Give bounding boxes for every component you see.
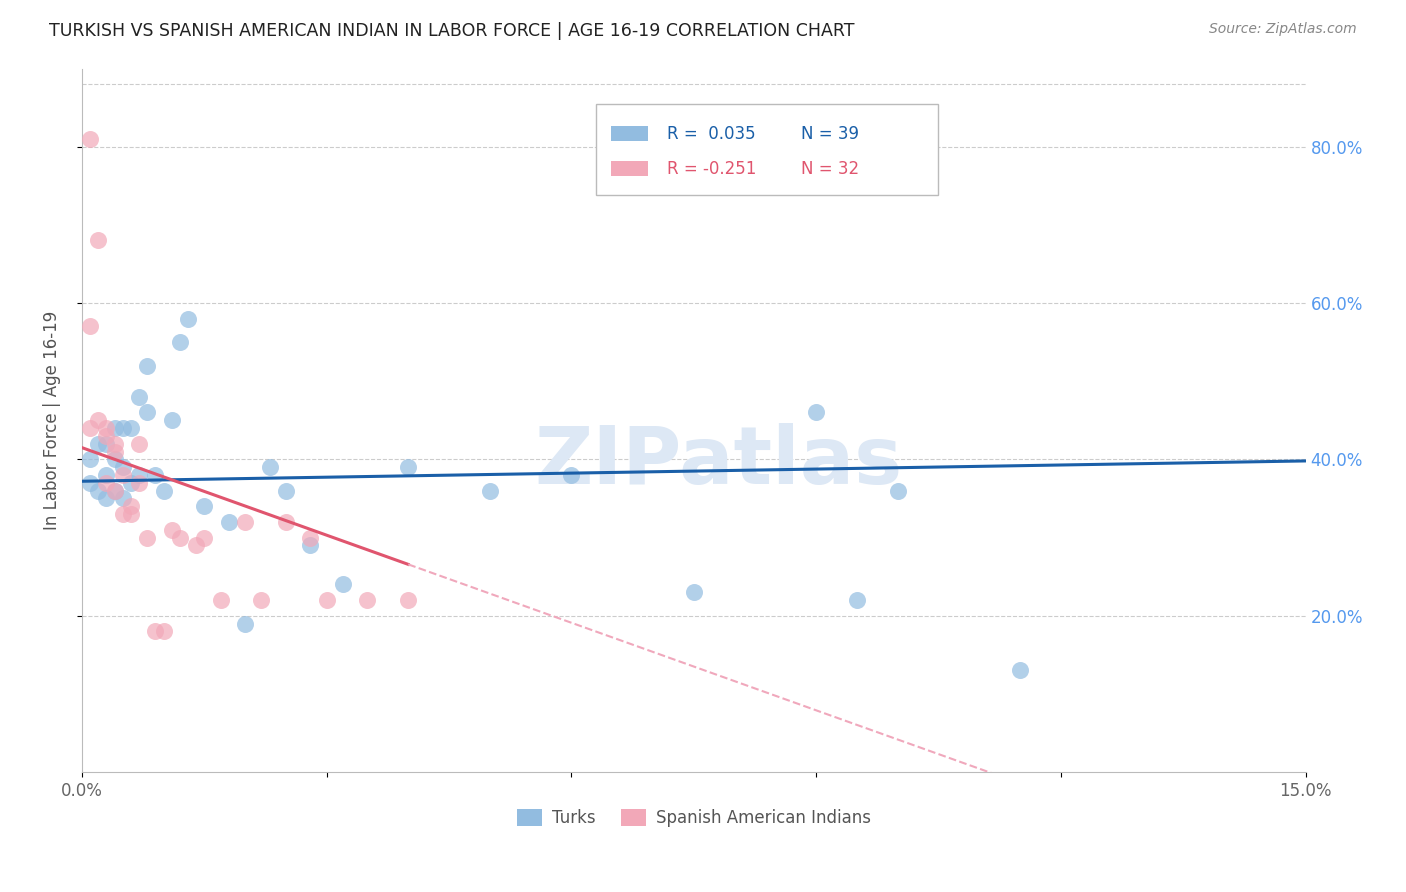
Point (560, 468, 582, 483)
Point (87, 413, 110, 427)
Point (356, 593, 378, 607)
Point (79, 132, 101, 146)
Text: R = -0.251: R = -0.251 (666, 161, 756, 178)
Point (169, 335, 191, 350)
Point (128, 390, 150, 404)
Point (111, 468, 134, 483)
Point (160, 413, 183, 427)
Point (152, 624, 174, 639)
Text: N = 39: N = 39 (801, 125, 859, 143)
Point (250, 593, 273, 607)
Point (274, 515, 297, 529)
Point (103, 483, 125, 498)
Point (233, 616, 256, 631)
Y-axis label: In Labor Force | Age 16-19: In Labor Force | Age 16-19 (44, 310, 60, 530)
Point (218, 515, 240, 529)
Point (87, 234, 110, 248)
Point (160, 523, 183, 537)
Point (259, 460, 281, 475)
Point (96, 421, 118, 435)
Text: Source: ZipAtlas.com: Source: ZipAtlas.com (1209, 22, 1357, 37)
Point (315, 593, 337, 607)
Point (79, 452, 101, 467)
Text: ZIPatlas: ZIPatlas (534, 424, 903, 501)
Point (96, 436, 118, 450)
FancyBboxPatch shape (596, 103, 938, 195)
Point (87, 436, 110, 450)
Point (299, 538, 322, 552)
Point (79, 319, 101, 334)
Point (478, 483, 501, 498)
Text: N = 32: N = 32 (801, 161, 859, 178)
Point (136, 531, 159, 545)
Point (111, 491, 134, 506)
Point (886, 483, 908, 498)
Point (1008, 664, 1031, 678)
Point (120, 421, 142, 435)
Point (111, 421, 134, 435)
Point (682, 585, 704, 599)
Point (177, 311, 200, 326)
Point (103, 421, 125, 435)
Point (233, 515, 256, 529)
Point (120, 475, 142, 490)
Point (209, 593, 232, 607)
Point (193, 531, 215, 545)
Point (193, 500, 215, 514)
Point (299, 531, 322, 545)
Point (79, 475, 101, 490)
Point (169, 531, 191, 545)
Point (96, 475, 118, 490)
Point (274, 483, 297, 498)
Point (96, 429, 118, 443)
Point (136, 405, 159, 419)
Point (332, 577, 354, 591)
Point (152, 483, 174, 498)
Point (136, 359, 159, 373)
Point (804, 405, 827, 419)
Point (120, 500, 142, 514)
Point (96, 491, 118, 506)
Point (128, 475, 150, 490)
Point (103, 444, 125, 458)
Point (128, 436, 150, 450)
Point (845, 593, 868, 607)
Point (145, 624, 167, 639)
FancyBboxPatch shape (610, 161, 648, 176)
Point (96, 468, 118, 483)
Point (111, 507, 134, 521)
FancyBboxPatch shape (610, 126, 648, 141)
Point (87, 483, 110, 498)
Point (145, 468, 167, 483)
Text: R =  0.035: R = 0.035 (666, 125, 755, 143)
Point (120, 507, 142, 521)
Point (103, 483, 125, 498)
Point (396, 593, 419, 607)
Text: TURKISH VS SPANISH AMERICAN INDIAN IN LABOR FORCE | AGE 16-19 CORRELATION CHART: TURKISH VS SPANISH AMERICAN INDIAN IN LA… (49, 22, 855, 40)
Point (111, 460, 134, 475)
Point (128, 468, 150, 483)
Point (396, 460, 419, 475)
Point (103, 436, 125, 450)
Legend: Turks, Spanish American Indians: Turks, Spanish American Indians (510, 803, 877, 834)
Point (103, 452, 125, 467)
Point (186, 538, 208, 552)
Point (79, 421, 101, 435)
